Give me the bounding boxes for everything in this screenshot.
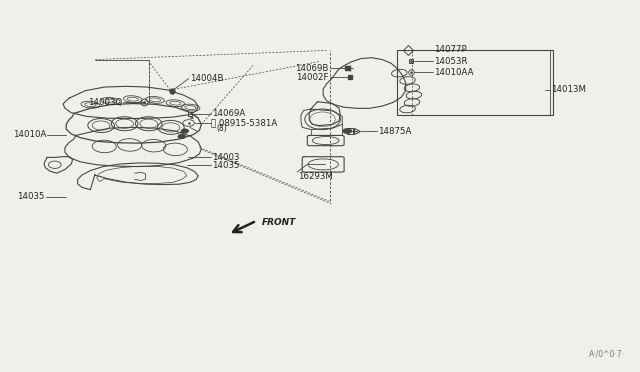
Text: A·/0^0·7·: A·/0^0·7· [589,350,625,359]
Text: 14013M: 14013M [551,86,586,94]
Text: (8): (8) [216,124,227,133]
Text: 14069A: 14069A [212,109,245,118]
Text: 14003: 14003 [212,153,239,162]
Text: 14035: 14035 [212,161,239,170]
Text: 16293M: 16293M [298,172,333,181]
Text: 14010AA: 14010AA [434,68,474,77]
Circle shape [343,128,352,134]
Text: 14875A: 14875A [378,126,412,135]
Text: 14010A: 14010A [13,130,46,139]
Circle shape [181,129,189,133]
Text: 14003Q: 14003Q [88,98,122,107]
Text: 14069B: 14069B [296,64,329,73]
Text: 14035: 14035 [17,192,45,202]
Text: 14002F: 14002F [296,73,329,82]
Bar [397,51,553,115]
Text: 14053R: 14053R [434,57,468,66]
Text: Ⓟ 08915-5381A: Ⓟ 08915-5381A [211,118,277,128]
Text: 14077P: 14077P [434,45,467,54]
Circle shape [178,134,186,139]
Text: FRONT: FRONT [262,218,296,227]
Text: 14004B: 14004B [190,74,223,83]
